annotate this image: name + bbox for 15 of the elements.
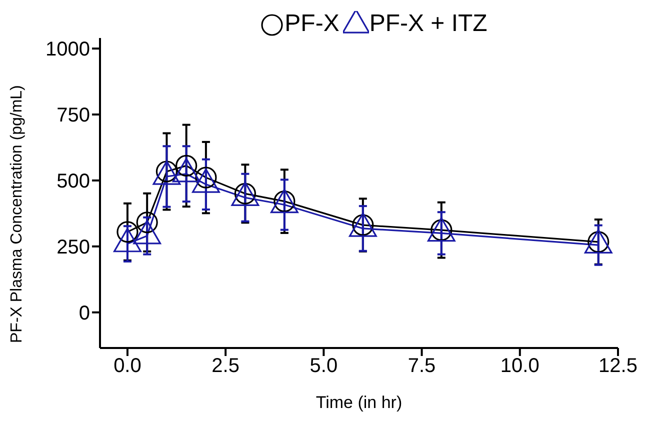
legend-label: PF-X + ITZ [369,10,488,38]
x-axis-title: Time (in hr) [316,393,402,412]
y-tick-label: 1000 [46,38,90,61]
y-tick-label: 250 [56,236,90,259]
legend-label: PF-X [284,10,340,38]
y-axis-title: PF-X Plasma Concentration (pg/mL) [8,85,26,343]
x-tick-label: 0.0 [114,355,142,378]
y-tick-label: 0 [78,302,90,324]
x-tick-label: 2.5 [212,355,240,378]
y-tick-label: 750 [56,104,90,127]
x-tick-label: 7.5 [408,355,436,378]
x-tick-label: 5.0 [310,355,338,378]
y-tick-label: 500 [56,170,90,193]
x-tick-label: 10.0 [500,355,540,378]
x-tick-label: 12.5 [598,355,638,378]
